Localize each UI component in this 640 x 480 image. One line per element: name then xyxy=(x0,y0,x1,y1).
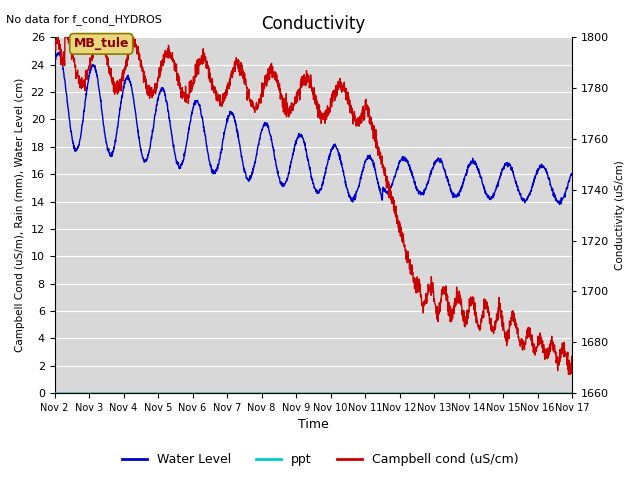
Legend: Water Level, ppt, Campbell cond (uS/cm): Water Level, ppt, Campbell cond (uS/cm) xyxy=(116,448,524,471)
X-axis label: Time: Time xyxy=(298,419,329,432)
Text: MB_tule: MB_tule xyxy=(74,37,129,50)
Y-axis label: Campbell Cond (uS/m), Rain (mm), Water Level (cm): Campbell Cond (uS/m), Rain (mm), Water L… xyxy=(15,78,25,352)
Title: Conductivity: Conductivity xyxy=(261,15,365,33)
Text: No data for f_cond_HYDROS: No data for f_cond_HYDROS xyxy=(6,14,163,25)
Y-axis label: Conductivity (uS/cm): Conductivity (uS/cm) xyxy=(615,160,625,270)
